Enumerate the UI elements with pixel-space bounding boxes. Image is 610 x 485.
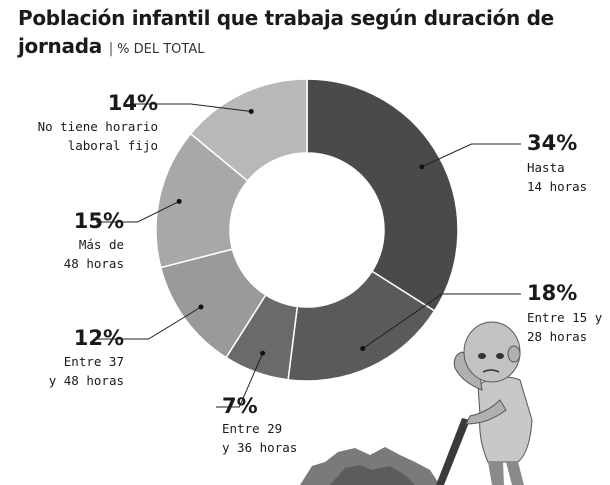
category-label-no-tiene-horario-laboral-fijo-line-1: No tiene horario [38,119,158,134]
category-label-no-tiene-horario-laboral-fijo-line-2: laboral fijo [68,138,158,153]
category-label-mas-de-48-horas-line-2: 48 horas [64,256,124,271]
title-separator: | [108,41,118,57]
donut-labels: 34% Hasta 14 horas 18% Entre 15 y 28 horas 7% E… [38,91,603,455]
leader-dot-no-tiene-horario-laboral-fijo [248,108,254,114]
data-label-mas-de-48-horas: 15% [74,209,124,233]
chart-subtitle: % DEL TOTAL [117,42,205,57]
leader-dot-entre-37-y-48-horas [198,304,204,310]
category-label-hasta-14-horas-line-1: Hasta [527,160,565,175]
data-label-entre-37-y-48-horas: 12% [74,326,124,350]
leader-line-entre-37-y-48-horas [96,306,202,340]
category-label-entre-37-y-48-horas-line-1: Entre 37 [64,354,124,369]
data-label-hasta-14-horas: 34% [527,131,577,155]
category-label-hasta-14-horas-line-2: 14 horas [527,179,587,194]
leader-line-mas-de-48-horas [96,200,180,223]
category-label-entre-29-y-36-horas-line-2: y 36 horas [222,440,297,455]
donut-slices [155,78,459,382]
slice-hasta-14-horas [306,78,459,312]
slice-entre-15-y-28-horas [287,270,436,382]
leader-dot-mas-de-48-horas [176,198,182,204]
category-label-mas-de-48-horas-line-1: Más de [79,237,124,252]
chart-title: Población infantil que trabaja según dur… [18,4,578,64]
category-label-entre-29-y-36-horas-line-1: Entre 29 [222,421,282,436]
chart-title-text: Población infantil que trabaja según dur… [18,6,554,58]
leader-dot-entre-15-y-28-horas [360,346,366,352]
leader-dot-entre-29-y-36-horas [260,350,266,356]
leader-dot-hasta-14-horas [419,164,425,170]
data-label-entre-29-y-36-horas: 7% [222,394,258,418]
category-label-entre-37-y-48-horas-line-2: y 48 horas [49,373,124,388]
leader-line-no-tiene-horario-laboral-fijo [130,103,252,112]
leader-line-entre-15-y-28-horas [362,293,521,349]
category-label-entre-15-y-28-horas-line-1: Entre 15 y [527,310,603,325]
data-label-no-tiene-horario-laboral-fijo: 14% [108,91,158,115]
leader-line-hasta-14-horas [421,143,521,168]
data-label-entre-15-y-28-horas: 18% [527,281,577,305]
category-label-entre-15-y-28-horas-line-2: 28 horas [527,329,587,344]
leader-line-entre-29-y-36-horas [216,353,264,408]
